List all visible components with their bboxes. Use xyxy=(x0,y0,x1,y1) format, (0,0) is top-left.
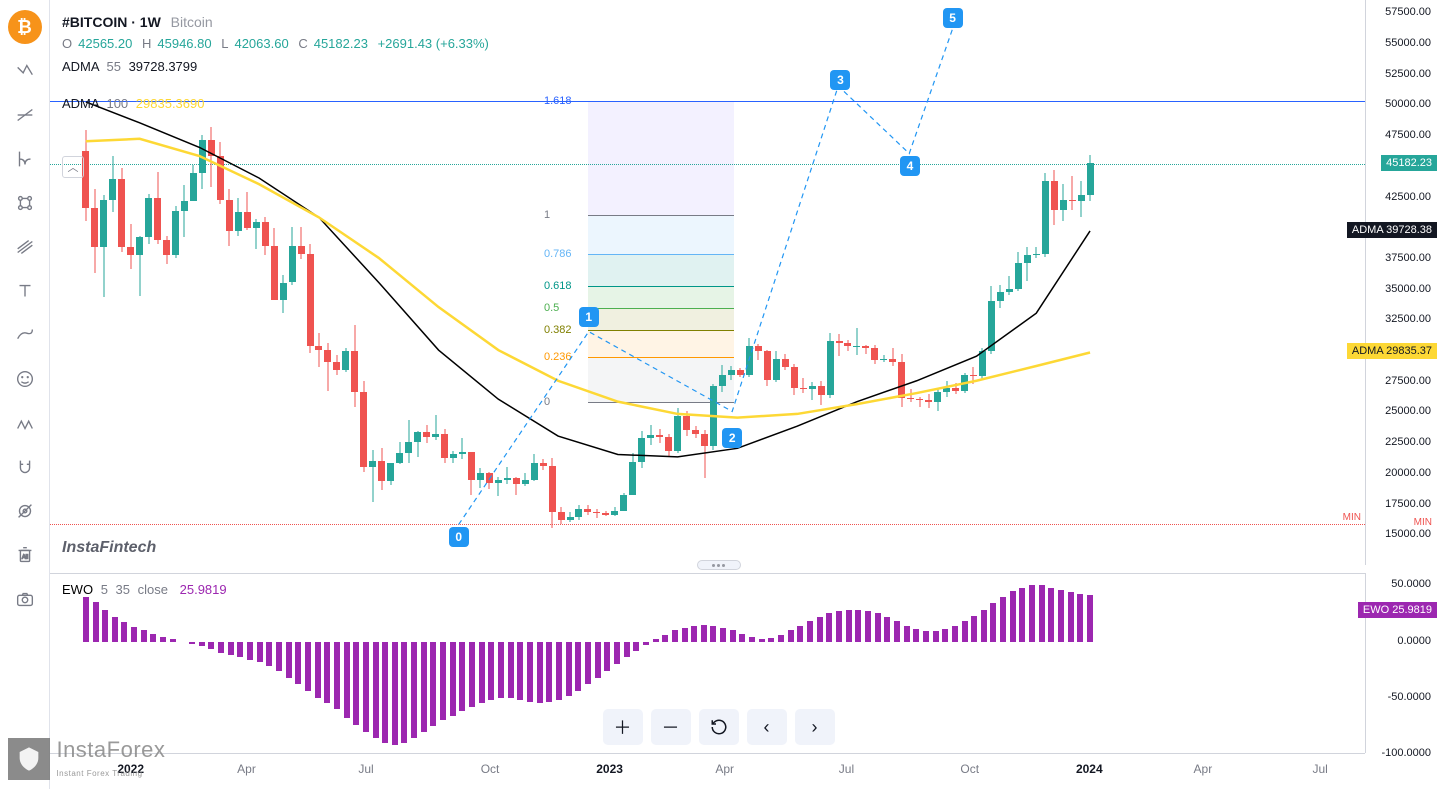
price-axis[interactable]: 57500.0055000.0052500.0050000.0047500.00… xyxy=(1365,0,1437,565)
camera-tool-icon[interactable] xyxy=(6,580,44,618)
left-toolbar: ₿ All xyxy=(0,0,50,789)
elliott-label-4[interactable]: 4 xyxy=(900,156,920,176)
pattern-tool-icon[interactable] xyxy=(6,404,44,442)
pencil-tool-icon[interactable] xyxy=(6,316,44,354)
trend-line-tool-icon[interactable] xyxy=(6,96,44,134)
brush-tool-icon[interactable] xyxy=(6,184,44,222)
chart-nav-buttons: ＋ － ‹ › xyxy=(603,709,835,745)
emoji-tool-icon[interactable] xyxy=(6,360,44,398)
remove-all-tool-icon[interactable]: All xyxy=(6,536,44,574)
scroll-left-button[interactable]: ‹ xyxy=(747,709,787,745)
ewo-header: EWO 5 35 close 25.9819 xyxy=(62,582,227,597)
elliott-label-1[interactable]: 1 xyxy=(579,307,599,327)
symbol-label: #BITCOIN · 1W xyxy=(62,14,161,30)
scroll-right-button[interactable]: › xyxy=(795,709,835,745)
magnet-tool-icon[interactable] xyxy=(6,448,44,486)
pane-separator-handle[interactable] xyxy=(697,560,741,570)
adma100-label: ADMA 100 29835.3690 xyxy=(62,96,495,111)
indicator-axis[interactable]: 50.00000.0000-50.0000-100.0000EWO 25.981… xyxy=(1365,573,1437,753)
watermark-icon xyxy=(8,738,50,780)
elliott-label-0[interactable]: 0 xyxy=(449,527,469,547)
fib-tool-icon[interactable] xyxy=(6,140,44,178)
instaforex-watermark: InstaForex Instant Forex Trading xyxy=(8,737,165,781)
collapse-indicators-icon[interactable]: ︿ xyxy=(62,156,84,178)
reset-button[interactable] xyxy=(699,709,739,745)
ohlc-row: O42565.20 H45946.80 L42063.60 C45182.23 … xyxy=(62,36,495,51)
elliott-label-2[interactable]: 2 xyxy=(722,428,742,448)
text-tool-icon[interactable] xyxy=(6,272,44,310)
adma55-label: ADMA 55 39728.3799 xyxy=(62,59,495,74)
hide-tool-icon[interactable] xyxy=(6,492,44,530)
chart-header: #BITCOIN · 1W Bitcoin O42565.20 H45946.8… xyxy=(62,14,495,111)
cross-tool-icon[interactable] xyxy=(6,52,44,90)
elliott-label-3[interactable]: 3 xyxy=(830,70,850,90)
symbol-name: Bitcoin xyxy=(171,14,213,30)
elliott-label-5[interactable]: 5 xyxy=(943,8,963,28)
symbol-icon[interactable]: ₿ xyxy=(6,8,44,46)
zoom-out-button[interactable]: － xyxy=(651,709,691,745)
time-axis[interactable]: 2022AprJulOct2023AprJulOct2024AprJul xyxy=(50,753,1365,789)
svg-text:All: All xyxy=(21,555,27,561)
pitchfork-tool-icon[interactable] xyxy=(6,228,44,266)
price-chart[interactable]: #BITCOIN · 1W Bitcoin O42565.20 H45946.8… xyxy=(50,0,1365,565)
zoom-in-button[interactable]: ＋ xyxy=(603,709,643,745)
